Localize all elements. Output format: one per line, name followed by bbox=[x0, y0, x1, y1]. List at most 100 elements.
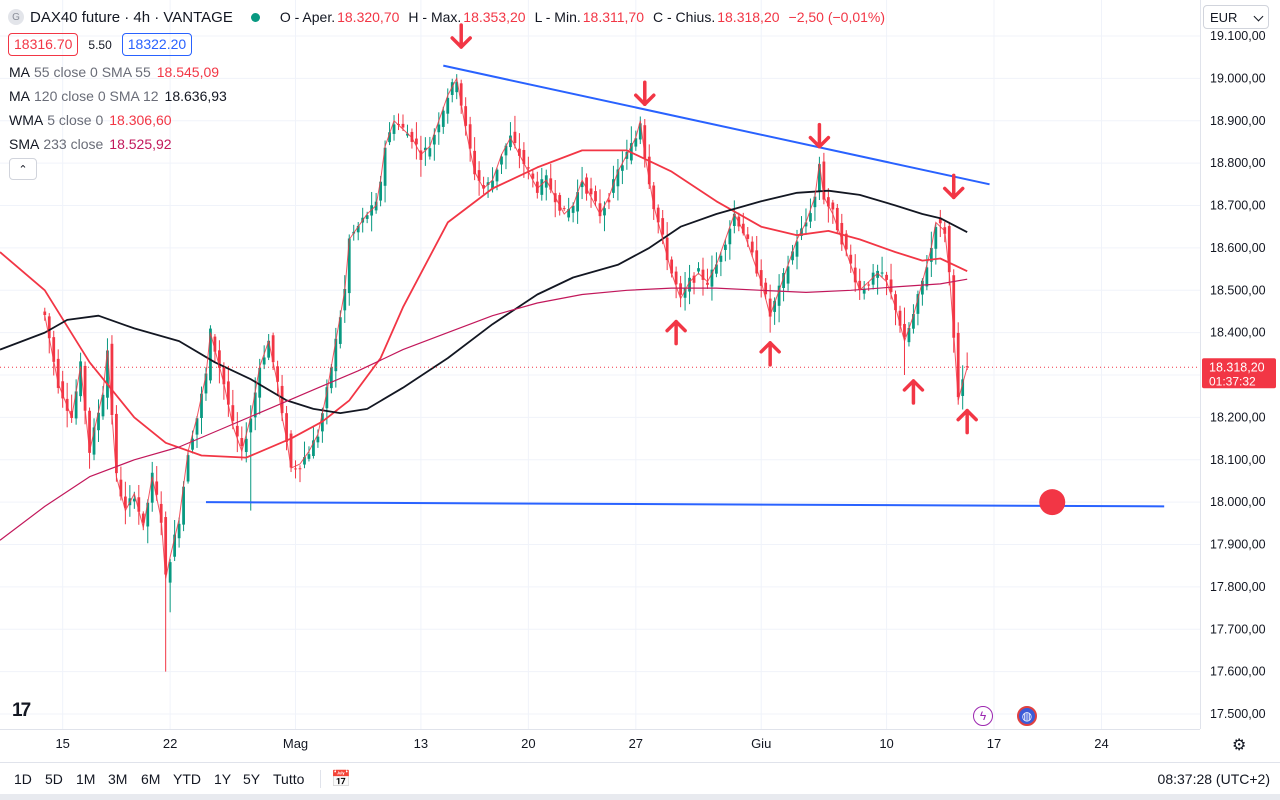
candle-body bbox=[159, 503, 163, 523]
candle-body bbox=[267, 340, 271, 358]
candle-body bbox=[182, 486, 185, 525]
candle-body bbox=[115, 413, 118, 474]
candle-body bbox=[746, 234, 750, 239]
earth-icon[interactable]: ◍ bbox=[1017, 706, 1037, 726]
candle-body bbox=[518, 148, 521, 156]
candle-body bbox=[401, 123, 405, 128]
candle-body bbox=[719, 255, 723, 262]
indicator-sma233[interactable]: SMA 233 close 18.525,92 bbox=[9, 136, 172, 152]
chevron-up-icon: ⌃ bbox=[18, 163, 28, 176]
currency-dropdown[interactable]: EUR bbox=[1203, 5, 1269, 29]
clock-time[interactable]: 08:37:28 (UTC+2) bbox=[1157, 771, 1270, 787]
candle-body bbox=[329, 367, 333, 389]
calendar-icon[interactable]: 📅 bbox=[331, 771, 351, 788]
symbol-title[interactable]: DAX40 future · 4h · VANTAGE bbox=[30, 8, 233, 26]
candle-body bbox=[835, 207, 839, 231]
candle-body bbox=[204, 373, 208, 394]
candle-body bbox=[706, 282, 709, 285]
range-6m-button[interactable]: 6M bbox=[141, 771, 161, 787]
candle-body bbox=[173, 534, 177, 557]
range-ytd-button[interactable]: YTD bbox=[173, 771, 201, 787]
indicator-params: 120 close 0 SMA 12 bbox=[34, 88, 159, 104]
candle-body bbox=[952, 275, 956, 338]
price-axis-label: 18.100,00 bbox=[1210, 453, 1266, 467]
candle-body bbox=[504, 145, 508, 156]
buy-button[interactable]: 18322.20 bbox=[121, 33, 193, 56]
candle-body bbox=[486, 182, 490, 185]
candle-body bbox=[773, 300, 777, 312]
candle-body bbox=[961, 379, 965, 396]
low-label: L - Min. bbox=[534, 9, 581, 25]
candle-body bbox=[885, 274, 888, 280]
candle-body bbox=[562, 208, 566, 210]
candle-body bbox=[191, 438, 194, 450]
range-5y-button[interactable]: 5Y bbox=[243, 771, 261, 787]
candle-body bbox=[921, 280, 924, 295]
price-axis-label: 18.000,00 bbox=[1210, 495, 1266, 509]
indicator-value: 18.306,60 bbox=[109, 112, 172, 128]
bolt-icon[interactable]: ϟ bbox=[973, 706, 993, 726]
trendline-resistance bbox=[443, 64, 990, 186]
candle-body bbox=[509, 135, 512, 148]
ma-line bbox=[0, 278, 968, 541]
time-axis-label: 10 bbox=[879, 736, 893, 751]
indicator-params: 5 close 0 bbox=[47, 112, 104, 128]
range-3m-button[interactable]: 3M bbox=[108, 771, 128, 787]
candle-body bbox=[804, 222, 808, 227]
range-1y-button[interactable]: 1Y bbox=[214, 771, 232, 787]
candle-body bbox=[522, 149, 526, 165]
candle-body bbox=[356, 225, 360, 233]
candle-body bbox=[164, 517, 168, 575]
down-arrow-icon bbox=[450, 23, 472, 49]
candle-body bbox=[813, 196, 817, 208]
indicator-wma5[interactable]: WMA 5 close 0 18.306,60 bbox=[9, 112, 172, 128]
candle-body bbox=[822, 161, 826, 200]
candle-body bbox=[903, 323, 906, 337]
price-axis-label: 18.200,00 bbox=[1210, 410, 1266, 424]
candle-body bbox=[844, 233, 848, 250]
range-all-button[interactable]: Tutto bbox=[273, 771, 305, 787]
candle-body bbox=[141, 513, 145, 523]
range-1d-button[interactable]: 1D bbox=[14, 771, 32, 787]
candle-body bbox=[186, 455, 190, 482]
candle-body bbox=[683, 287, 687, 298]
candle-body bbox=[423, 147, 427, 151]
indicator-ma55[interactable]: MA 55 close 0 SMA 55 18.545,09 bbox=[9, 64, 219, 80]
open-label: O - Aper. bbox=[279, 9, 336, 25]
candle-body bbox=[809, 213, 812, 222]
bottom-toolbar: 1D 5D 1M 3M 6M YTD 1Y 5Y Tutto 📅 08:37:2… bbox=[0, 762, 1280, 795]
change-value: −2,50 (−0,01%) bbox=[788, 9, 886, 25]
indicator-value: 18.545,09 bbox=[156, 64, 220, 80]
candle-body bbox=[477, 170, 481, 181]
candle-body bbox=[607, 199, 611, 203]
candle-body bbox=[621, 165, 624, 171]
gear-icon[interactable]: ⚙ bbox=[1232, 737, 1247, 754]
candle-body bbox=[226, 381, 230, 405]
candle-body bbox=[280, 385, 284, 414]
price-axis-label: 17.800,00 bbox=[1210, 580, 1266, 594]
indicator-ma120[interactable]: MA 120 close 0 SMA 12 18.636,93 bbox=[9, 88, 227, 104]
price-axis-label: 19.100,00 bbox=[1210, 29, 1266, 43]
sell-button[interactable]: 18316.70 bbox=[8, 33, 79, 56]
symbol-logo-icon[interactable]: G bbox=[8, 9, 24, 25]
candle-body bbox=[880, 272, 884, 274]
candle-body bbox=[934, 227, 938, 249]
candle-body bbox=[177, 523, 181, 539]
collapse-legend-button[interactable]: ⌃ bbox=[9, 158, 37, 180]
range-1m-button[interactable]: 1M bbox=[76, 771, 96, 787]
candle-body bbox=[392, 124, 396, 134]
range-5d-button[interactable]: 5D bbox=[45, 771, 63, 787]
candle-body bbox=[912, 314, 915, 329]
candle-body bbox=[576, 192, 579, 212]
candle-body bbox=[585, 177, 588, 194]
candle-body bbox=[759, 270, 763, 286]
time-axis-label: Giu bbox=[751, 736, 771, 751]
tradingview-logo-icon[interactable]: 17 bbox=[12, 700, 31, 721]
candle-body bbox=[464, 106, 468, 126]
candle-body bbox=[298, 468, 302, 470]
candle-body bbox=[647, 156, 651, 185]
candle-body bbox=[88, 410, 91, 453]
candle-body bbox=[338, 317, 342, 344]
candle-body bbox=[741, 223, 745, 234]
